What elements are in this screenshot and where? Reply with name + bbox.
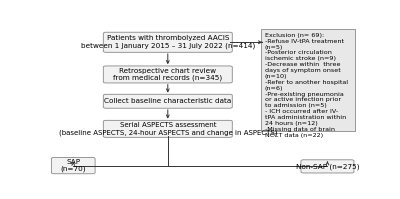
Text: Serial ASPECTS assessment
(baseline ASPECTS, 24-hour ASPECTS and change in ASPEC: Serial ASPECTS assessment (baseline ASPE… — [58, 122, 277, 136]
Text: SAP
(n=70): SAP (n=70) — [60, 159, 86, 173]
Text: Collect baseline characteristic data: Collect baseline characteristic data — [104, 98, 232, 104]
FancyBboxPatch shape — [261, 29, 355, 131]
FancyBboxPatch shape — [103, 94, 232, 108]
Text: Non-SAP (n=275): Non-SAP (n=275) — [296, 163, 359, 170]
FancyBboxPatch shape — [103, 120, 232, 137]
FancyBboxPatch shape — [103, 32, 232, 52]
Text: Patients with thrombolyzed AACIS
between 1 January 2015 – 31 July 2022 (n=414): Patients with thrombolyzed AACIS between… — [81, 35, 255, 49]
Text: Exclusion (n= 69):
-Refuse IV-tPA treatment
(n=5)
-Posterior circulation
ischemi: Exclusion (n= 69): -Refuse IV-tPA treatm… — [265, 33, 348, 138]
Text: Retrospective chart review
from medical records (n=345): Retrospective chart review from medical … — [113, 68, 222, 81]
FancyBboxPatch shape — [51, 157, 95, 174]
FancyBboxPatch shape — [301, 160, 354, 173]
FancyBboxPatch shape — [103, 66, 232, 83]
